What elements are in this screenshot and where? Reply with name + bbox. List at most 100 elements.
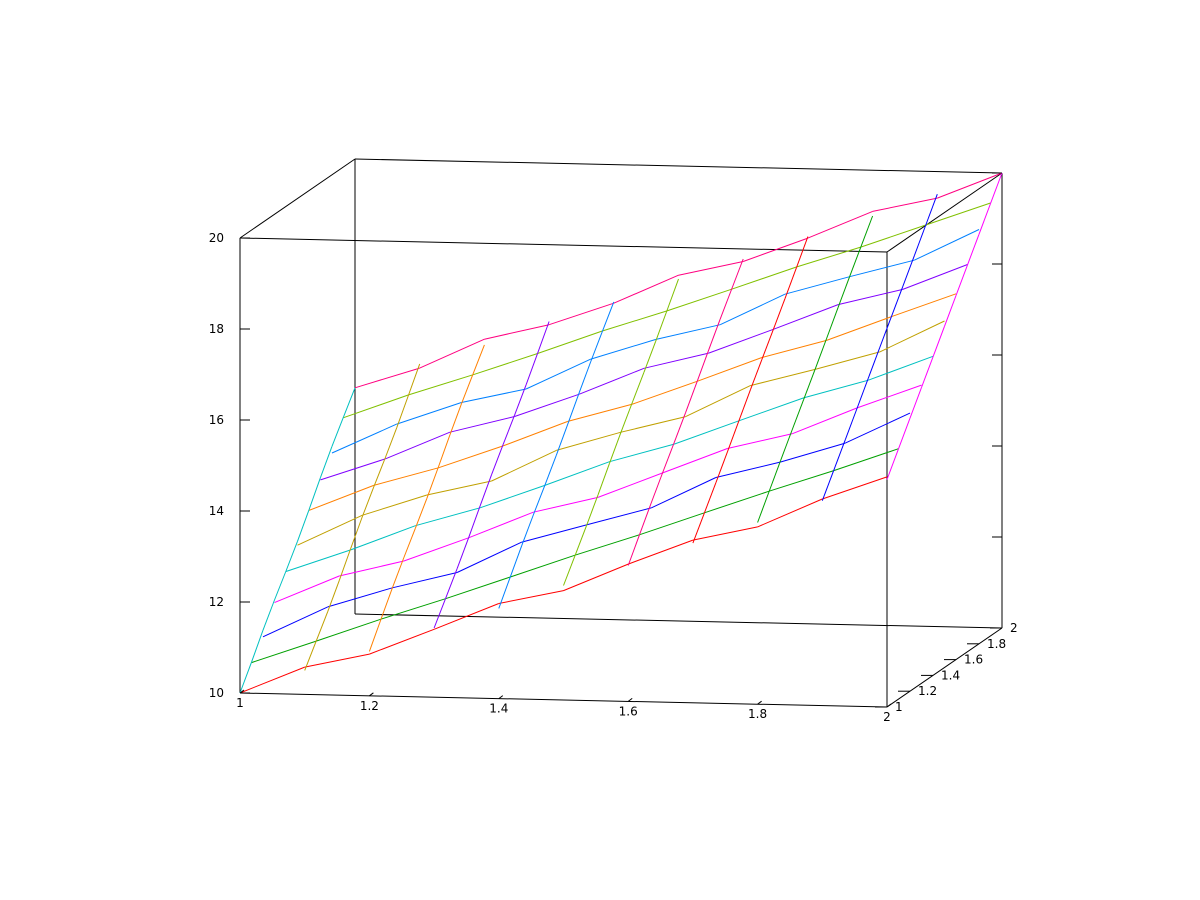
x-tick-label: 1.4 — [489, 702, 508, 716]
mesh-line-x — [673, 412, 687, 443]
mesh-line-x — [297, 509, 310, 542]
mesh-line-x — [315, 611, 329, 642]
mesh-line-y — [845, 412, 911, 444]
mesh-line-x — [274, 570, 287, 601]
mesh-line-x — [837, 276, 851, 308]
mesh-line-y — [632, 380, 698, 405]
y-tick-label: 1.8 — [987, 637, 1006, 651]
x-tick — [369, 692, 374, 697]
mesh-line-x — [407, 363, 421, 397]
mesh-line-x — [955, 264, 968, 296]
mesh-line-x — [867, 347, 881, 379]
mesh-line-y — [750, 368, 816, 387]
mesh-line-x — [331, 416, 344, 447]
mesh-line-x — [601, 301, 615, 332]
mesh-line-y — [297, 514, 363, 546]
mesh-line-y — [662, 448, 728, 474]
mesh-line-y — [814, 351, 880, 370]
mesh-line-x — [784, 267, 797, 299]
mesh-line-x — [856, 378, 869, 410]
mesh-line-x — [563, 555, 576, 586]
mesh-line-y — [350, 525, 416, 551]
mesh-line-y — [738, 397, 804, 422]
mesh-line-y — [239, 666, 305, 694]
mesh-line-x — [343, 387, 356, 418]
mesh-line-y — [484, 324, 550, 340]
mesh-line-y — [502, 420, 568, 447]
box-edge — [354, 613, 1003, 629]
x-tick — [627, 698, 633, 702]
mesh-line-x — [898, 418, 911, 449]
mesh-line-y — [521, 524, 587, 543]
mesh-line-y — [914, 229, 980, 261]
mesh-line-x — [944, 295, 957, 327]
mesh-line-y — [708, 328, 774, 354]
mesh-line-x — [780, 429, 793, 461]
mesh-line-y — [613, 274, 679, 304]
mesh-line-y — [666, 288, 732, 312]
mesh-line-x — [814, 338, 828, 370]
y-tick-label: 1.2 — [918, 684, 937, 698]
mesh-line-y — [308, 484, 374, 511]
mesh-line-y — [408, 374, 474, 396]
mesh-line-x — [380, 587, 393, 620]
mesh-line-y — [533, 496, 599, 513]
mesh-line-y — [643, 352, 709, 369]
mesh-line-y — [574, 534, 640, 556]
mesh-line-x — [433, 598, 447, 629]
mesh-line-y — [891, 293, 957, 318]
mesh-line-y — [849, 259, 915, 278]
mesh-line-y — [872, 197, 938, 212]
mesh-line-x — [627, 534, 641, 566]
mesh-line-x — [555, 423, 569, 456]
mesh-line-x — [650, 472, 664, 504]
mesh-line-y — [602, 310, 668, 332]
mesh-line-y — [456, 541, 523, 573]
mesh-line-x — [795, 236, 809, 268]
mesh-line-y — [510, 554, 576, 578]
mesh-line-x — [338, 548, 352, 581]
mesh-line-y — [692, 526, 758, 541]
mesh-line-x — [749, 359, 763, 390]
mesh-line-y — [597, 472, 663, 498]
mesh-line-x — [632, 372, 645, 403]
z-tick-label: 12 — [209, 595, 224, 609]
mesh-line-y — [380, 598, 446, 620]
mesh-line-x — [731, 258, 744, 290]
mesh-line-y — [316, 618, 382, 642]
mesh-line-y — [822, 476, 888, 500]
mesh-line-x — [262, 599, 275, 631]
mesh-line-x — [361, 486, 375, 518]
box-edge — [354, 158, 1003, 174]
mesh-line-x — [921, 356, 934, 388]
mesh-line-y — [373, 467, 439, 486]
mesh-line-x — [320, 446, 333, 478]
mesh-line-x — [445, 568, 458, 599]
mesh-line-x — [574, 525, 587, 556]
z-tick-label: 10 — [209, 686, 224, 700]
mesh-line-x — [285, 541, 298, 572]
mesh-line-x — [460, 374, 474, 405]
mesh-line-x — [849, 246, 862, 277]
mesh-line-x — [692, 512, 705, 544]
mesh-line-y — [650, 477, 717, 509]
mesh-line-y — [925, 202, 991, 226]
mesh-line-x — [578, 361, 592, 393]
mesh-line-y — [525, 358, 592, 390]
mesh-line-y — [796, 246, 862, 268]
mesh-line-y — [833, 448, 899, 472]
mesh-line-y — [327, 587, 393, 608]
mesh-line-x — [803, 369, 816, 400]
mesh-line-y — [419, 338, 485, 369]
mesh-line-x — [772, 298, 786, 330]
mesh-line-y — [472, 353, 538, 376]
box-edge — [886, 172, 1003, 253]
mesh-line-y — [902, 264, 968, 290]
mesh-line-y — [719, 293, 786, 326]
mesh-line-x — [544, 455, 557, 486]
mesh-line-y — [438, 445, 504, 469]
mesh-line-x — [909, 387, 922, 419]
mesh-line-x — [456, 537, 470, 569]
mesh-line-y — [331, 423, 397, 454]
